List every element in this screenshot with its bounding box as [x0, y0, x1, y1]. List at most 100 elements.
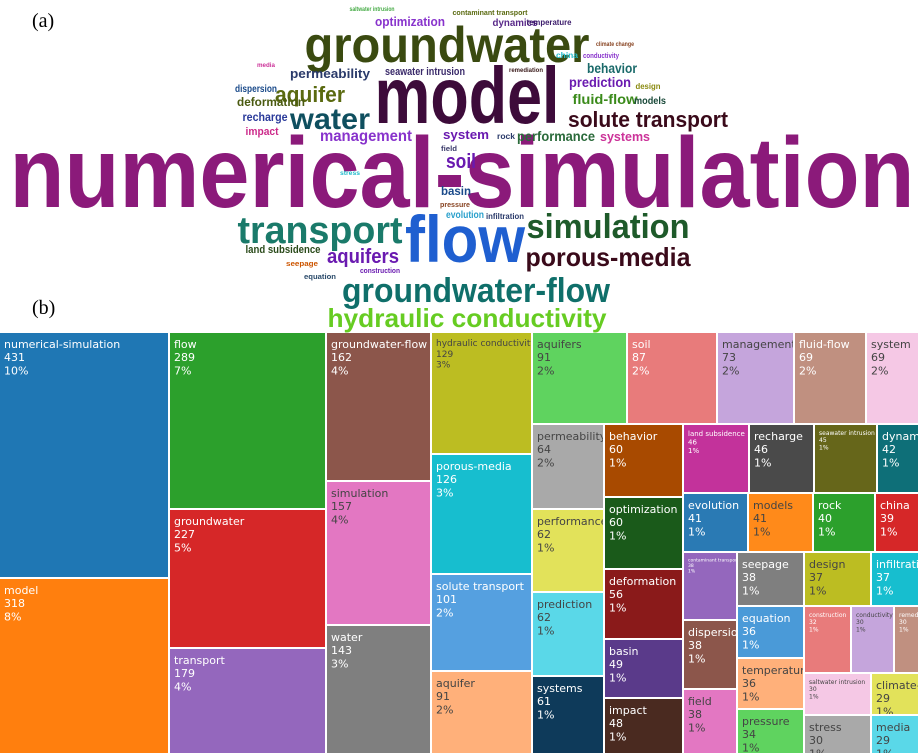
- tile-value: 56: [609, 588, 623, 601]
- word: groundwater-flow: [342, 272, 611, 310]
- tile-share: 1%: [882, 456, 899, 469]
- tile-rect: [533, 425, 603, 508]
- tile-share: 1%: [688, 721, 705, 734]
- tile-share: 1%: [537, 624, 554, 637]
- word: media: [257, 63, 276, 69]
- word: design: [636, 82, 661, 91]
- tile-label: behavior: [609, 430, 658, 443]
- tile-value: 29: [876, 692, 890, 705]
- tile-share: 4%: [331, 364, 348, 377]
- tile-value: 37: [876, 571, 890, 584]
- tile-label: pressure: [742, 715, 790, 728]
- tile-rect: [533, 593, 603, 675]
- tile-value: 91: [537, 351, 551, 364]
- tile-value: 318: [4, 597, 25, 610]
- word: rock: [497, 132, 516, 141]
- tile-rect: [795, 333, 865, 423]
- tile-rect: [738, 553, 803, 605]
- tile-value: 41: [688, 512, 702, 525]
- word: hydraulic conductivity: [328, 303, 608, 333]
- tile-value: 42: [882, 443, 896, 456]
- tile-rect: [605, 570, 682, 638]
- tile-rect: [738, 710, 803, 753]
- tile-rect: [684, 494, 747, 551]
- tile-value: 41: [753, 512, 767, 525]
- tile-share: 1%: [819, 444, 829, 451]
- word: numerical-simulation: [10, 117, 915, 229]
- tile-value: 61: [537, 695, 551, 708]
- tile-share: 1%: [688, 568, 696, 574]
- tile-share: 1%: [876, 705, 893, 718]
- tile-label: basin: [609, 645, 639, 658]
- tile-label: systems: [537, 682, 583, 695]
- tile-share: 7%: [174, 364, 191, 377]
- tile-share: 1%: [876, 584, 893, 597]
- word: land subsidence: [246, 244, 321, 256]
- word: construction: [360, 268, 400, 275]
- tile-share: 1%: [818, 525, 835, 538]
- tile-rect: [867, 333, 918, 423]
- tile-rect: [605, 699, 682, 753]
- tile-value: 157: [331, 500, 352, 513]
- tile-label: transport: [174, 654, 226, 667]
- word: field: [441, 146, 457, 153]
- tile: remediation301%: [895, 607, 918, 672]
- tile-rect: [750, 425, 813, 492]
- tile-value: 32: [809, 619, 817, 626]
- tile-label: seawater intrusion: [819, 430, 875, 437]
- tile-rect: [805, 716, 870, 753]
- tile-rect: [872, 553, 918, 605]
- tile-rect: [684, 425, 748, 492]
- tile-value: 91: [436, 690, 450, 703]
- tile-label: dispersion: [688, 626, 745, 639]
- word: model: [375, 51, 560, 140]
- word: permeability: [290, 66, 371, 81]
- tile-value: 36: [742, 677, 756, 690]
- tile-label: temperature: [742, 664, 811, 677]
- tile-label: deformation: [609, 575, 676, 588]
- tile-rect: [684, 690, 736, 753]
- tile-rect: [432, 333, 531, 453]
- word: prediction: [569, 74, 631, 90]
- tile-labels: infiltration371%: [876, 558, 918, 597]
- tile-label: porous-media: [436, 460, 512, 473]
- tile-label: aquifers: [537, 338, 582, 351]
- tile-label: permeability: [537, 430, 607, 443]
- word: system: [443, 127, 489, 142]
- tile-labels: dynamics421%: [882, 430, 918, 469]
- word: groundwater: [305, 17, 590, 73]
- word: management: [320, 128, 413, 145]
- word: basin: [441, 184, 471, 198]
- word: water: [289, 103, 370, 136]
- tile-share: 2%: [632, 364, 649, 377]
- word: models: [634, 96, 666, 107]
